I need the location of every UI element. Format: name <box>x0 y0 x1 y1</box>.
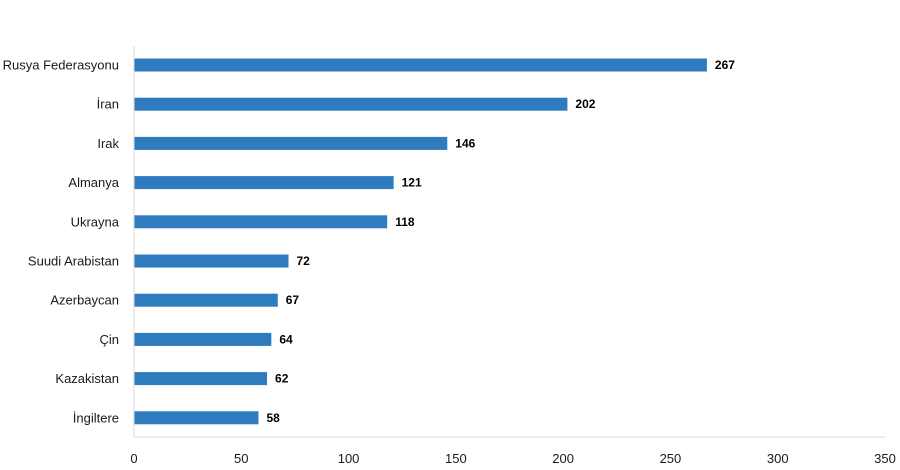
data-label-5: 72 <box>296 254 310 268</box>
category-label-7: Çin <box>99 332 119 347</box>
bar-3 <box>134 176 394 190</box>
data-label-8: 62 <box>275 372 289 386</box>
x-tick-label-50: 50 <box>234 451 248 466</box>
data-label-1: 202 <box>575 97 595 111</box>
category-label-3: Almanya <box>68 175 119 190</box>
labels-layer: 0 50 100 150 200 250 300 350 Rusya Federasyonu 26… <box>3 58 896 467</box>
data-label-7: 64 <box>279 332 293 346</box>
x-tick-label-300: 300 <box>767 451 789 466</box>
category-label-8: Kazakistan <box>55 371 119 386</box>
category-label-6: Azerbaycan <box>50 293 119 308</box>
bar-2 <box>134 136 448 150</box>
bar-9 <box>134 411 259 425</box>
x-tick-label-150: 150 <box>445 451 467 466</box>
bar-8 <box>134 372 268 386</box>
x-tick-label-200: 200 <box>552 451 574 466</box>
x-tick-label-250: 250 <box>660 451 682 466</box>
x-tick-label-350: 350 <box>874 451 896 466</box>
bar-0 <box>134 58 707 72</box>
data-label-9: 58 <box>266 411 280 425</box>
bars-layer <box>134 58 707 425</box>
x-tick-label-0: 0 <box>130 451 137 466</box>
axes-layer <box>133 46 885 438</box>
data-label-0: 267 <box>715 58 735 72</box>
category-label-4: Ukrayna <box>71 214 120 229</box>
bar-6 <box>134 293 278 307</box>
data-label-2: 146 <box>455 136 475 150</box>
x-tick-label-100: 100 <box>338 451 360 466</box>
data-label-3: 121 <box>402 176 422 190</box>
data-label-4: 118 <box>395 215 415 229</box>
bar-4 <box>134 215 388 229</box>
bar-7 <box>134 332 272 346</box>
category-label-2: Irak <box>97 136 119 151</box>
bar-1 <box>134 97 568 111</box>
category-label-5: Suudi Arabistan <box>28 254 119 269</box>
category-label-0: Rusya Federasyonu <box>3 58 119 73</box>
category-label-1: İran <box>97 97 119 112</box>
category-label-9: İngiltere <box>73 410 119 425</box>
bar-5 <box>134 254 289 268</box>
data-label-6: 67 <box>286 293 300 307</box>
